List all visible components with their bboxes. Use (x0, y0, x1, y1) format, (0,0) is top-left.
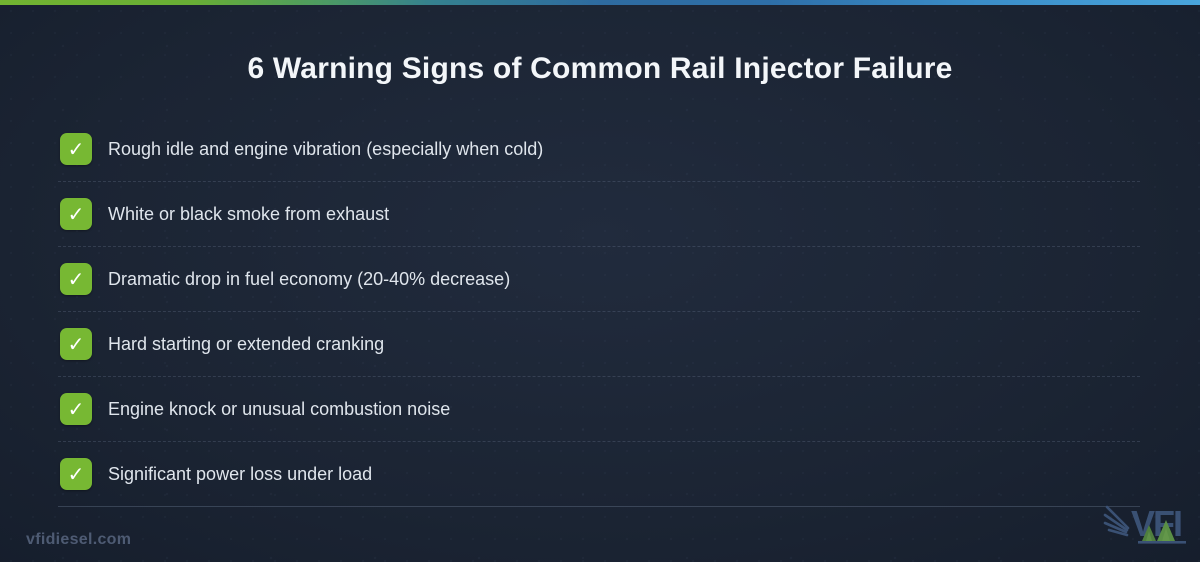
logo-pine-trees-icon (1142, 520, 1175, 541)
list-item-label: Dramatic drop in fuel economy (20-40% de… (108, 268, 511, 289)
checkmark-icon: ✓ (60, 263, 92, 295)
list-item: ✓ Dramatic drop in fuel economy (20-40% … (58, 247, 1140, 312)
list-item: ✓ Rough idle and engine vibration (espec… (58, 117, 1140, 182)
checkmark-icon: ✓ (60, 458, 92, 490)
page-title: 6 Warning Signs of Common Rail Injector … (247, 52, 953, 85)
footer: vfidiesel.com VFI (0, 503, 1200, 562)
list-item: ✓ White or black smoke from exhaust (58, 182, 1140, 247)
logo-underline (1138, 541, 1186, 544)
checkmark-icon: ✓ (60, 198, 92, 230)
checkmark-icon: ✓ (60, 328, 92, 360)
list-item-label: White or black smoke from exhaust (108, 203, 390, 224)
list-item-label: Rough idle and engine vibration (especia… (108, 138, 544, 159)
checkmark-icon: ✓ (60, 133, 92, 165)
list-item: ✓ Hard starting or extended cranking (58, 312, 1140, 377)
vfi-logo: VFI (1103, 503, 1186, 544)
list-item-label: Significant power loss under load (108, 463, 373, 484)
list-item: ✓ Significant power loss under load (58, 442, 1140, 507)
list-item: ✓ Engine knock or unusual combustion noi… (58, 377, 1140, 442)
website-url-text: vfidiesel.com (26, 531, 132, 548)
logo-speed-rays-icon (1103, 505, 1130, 537)
list-item-label: Engine knock or unusual combustion noise (108, 398, 451, 419)
warning-signs-checklist: ✓ Rough idle and engine vibration (espec… (58, 117, 1140, 507)
checkmark-icon: ✓ (60, 393, 92, 425)
list-item-label: Hard starting or extended cranking (108, 333, 385, 354)
logo-letters: VFI (1131, 503, 1181, 544)
top-accent-gradient-bar (0, 0, 1200, 5)
